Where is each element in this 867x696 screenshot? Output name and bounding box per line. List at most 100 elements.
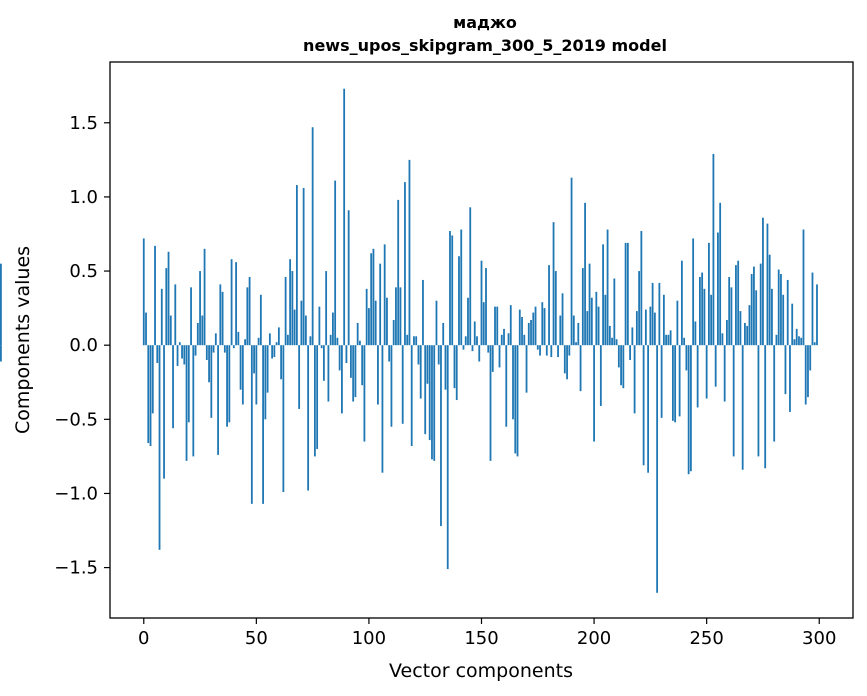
bar xyxy=(611,337,613,346)
bar xyxy=(194,345,197,356)
bar xyxy=(235,262,237,346)
bar xyxy=(190,287,192,346)
bar xyxy=(460,229,463,346)
bar xyxy=(395,287,397,346)
bar xyxy=(498,345,501,368)
bar xyxy=(757,345,760,457)
bar xyxy=(322,345,325,381)
bar xyxy=(345,345,348,363)
bar xyxy=(165,268,168,346)
bar xyxy=(597,306,600,346)
bar xyxy=(789,345,791,412)
bar xyxy=(680,260,683,346)
bar xyxy=(669,330,672,346)
bar xyxy=(368,308,370,346)
bar xyxy=(244,339,246,346)
bar xyxy=(503,328,505,346)
bar xyxy=(579,345,582,392)
bar xyxy=(786,279,789,346)
bar xyxy=(266,345,269,393)
bar xyxy=(640,231,643,346)
bar xyxy=(282,345,285,492)
bar xyxy=(514,345,517,454)
bar xyxy=(699,276,701,346)
bar xyxy=(793,339,796,346)
bar xyxy=(458,256,460,346)
bar xyxy=(798,336,800,346)
bar xyxy=(309,336,312,346)
bar xyxy=(676,300,679,346)
y-tick-label: 0.0 xyxy=(69,335,98,356)
bar xyxy=(248,276,251,346)
bar xyxy=(523,334,526,346)
bar xyxy=(780,274,782,346)
bar xyxy=(325,271,328,346)
bar xyxy=(372,248,375,346)
bar xyxy=(291,271,294,346)
bar xyxy=(674,345,677,423)
bar xyxy=(415,336,418,346)
bar xyxy=(313,345,316,457)
bar xyxy=(446,345,449,570)
bar xyxy=(392,319,395,346)
bar xyxy=(298,345,301,409)
bar xyxy=(689,345,692,472)
bar xyxy=(264,345,267,420)
y-tick-label: −1.5 xyxy=(54,558,98,579)
bar xyxy=(192,345,195,457)
bar xyxy=(347,210,350,346)
bar xyxy=(210,345,213,418)
bar xyxy=(286,334,289,346)
y-tick-label: 0.5 xyxy=(69,261,98,282)
bar xyxy=(246,287,249,346)
bar xyxy=(590,297,593,346)
bar xyxy=(469,207,472,346)
bar xyxy=(568,345,571,356)
bar xyxy=(791,303,794,346)
bar xyxy=(651,282,654,346)
bar xyxy=(505,345,508,427)
bar xyxy=(163,345,165,479)
bar xyxy=(744,322,746,346)
bar xyxy=(708,242,710,346)
bar xyxy=(536,345,539,350)
bar xyxy=(604,294,607,346)
bar xyxy=(480,260,483,346)
bar xyxy=(595,291,598,346)
bar xyxy=(464,336,467,346)
y-axis-label: Components values xyxy=(12,246,34,434)
bar xyxy=(413,336,415,346)
bar xyxy=(735,265,737,346)
bar xyxy=(478,345,481,362)
bar xyxy=(435,300,438,346)
bar xyxy=(667,334,670,346)
bar xyxy=(552,222,555,346)
bar xyxy=(712,153,715,346)
bar xyxy=(237,331,240,346)
bar xyxy=(0,263,2,346)
bar xyxy=(212,345,215,353)
bar xyxy=(223,345,226,353)
y-tick-label: 1.5 xyxy=(69,113,98,134)
bar xyxy=(259,294,262,346)
bar xyxy=(476,336,478,346)
bar xyxy=(496,306,499,346)
chart-subtitle: news_upos_skipgram_300_5_2019 model xyxy=(303,36,667,55)
bar xyxy=(622,345,625,389)
bar xyxy=(771,288,773,346)
bar xyxy=(370,253,373,346)
bar xyxy=(577,322,580,346)
bar xyxy=(381,345,384,473)
bar xyxy=(203,248,206,346)
bar xyxy=(527,322,530,346)
bar xyxy=(764,345,767,469)
bar xyxy=(431,345,433,460)
bar xyxy=(615,339,618,346)
bar xyxy=(181,345,183,359)
bar xyxy=(410,345,413,447)
bar xyxy=(304,315,307,346)
bar xyxy=(755,290,758,346)
bar xyxy=(201,315,204,346)
bar xyxy=(649,306,652,346)
bar xyxy=(307,345,310,491)
